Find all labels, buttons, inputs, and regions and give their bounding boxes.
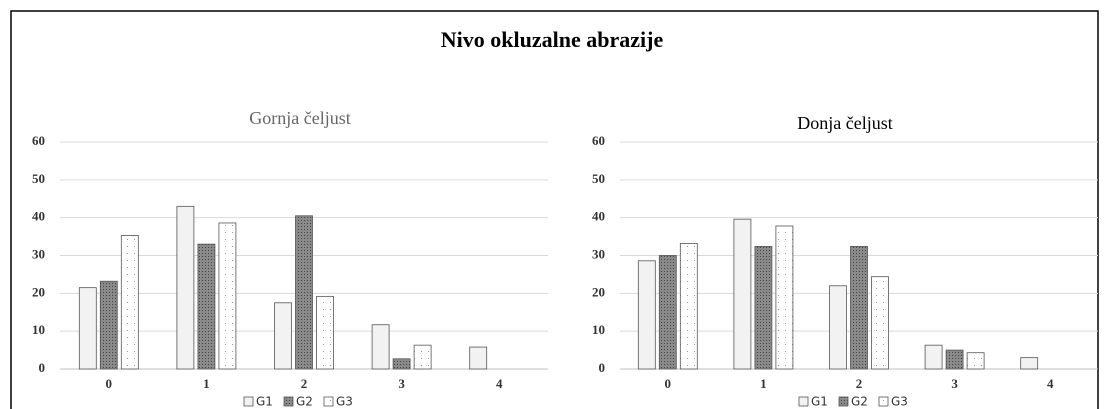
- bar: [371, 324, 390, 370]
- x-tick-label: 0: [665, 376, 672, 391]
- bar: [99, 280, 118, 370]
- y-tick-label: 40: [592, 209, 605, 224]
- x-tick-label: 1: [760, 376, 767, 391]
- bar: [197, 243, 216, 370]
- bar: [829, 285, 847, 370]
- y-tick-label: 30: [592, 246, 605, 261]
- bar: [850, 246, 868, 370]
- y-tick-label: 20: [592, 284, 605, 299]
- frame: [10, 10, 1099, 409]
- figure-title: Nivo okluzalne abrazije: [441, 27, 664, 52]
- y-tick-label: 40: [32, 209, 45, 224]
- y-tick-label: 50: [592, 171, 605, 186]
- bar: [413, 344, 432, 370]
- bar: [295, 215, 313, 370]
- legend-label: G3: [891, 395, 908, 409]
- legend-swatch: [798, 396, 809, 407]
- y-tick-label: 10: [592, 322, 605, 337]
- bar: [78, 287, 97, 370]
- x-tick-label: 2: [856, 376, 863, 391]
- y-tick-label: 60: [592, 133, 605, 148]
- bar: [176, 205, 195, 370]
- bar: [966, 352, 985, 370]
- y-tick-label: 30: [32, 246, 45, 261]
- bar: [924, 344, 943, 370]
- legend-label: G2: [851, 395, 868, 409]
- legend-label: G1: [256, 395, 273, 409]
- x-tick-label: 1: [203, 376, 210, 391]
- bar: [218, 222, 237, 370]
- legend-swatch: [838, 396, 849, 407]
- x-tick-label: 4: [496, 376, 503, 391]
- bar: [120, 235, 139, 370]
- bar: [871, 276, 889, 370]
- y-tick-label: 10: [32, 322, 45, 337]
- x-tick-label: 0: [106, 376, 113, 391]
- bar: [733, 218, 752, 370]
- bar: [392, 358, 411, 370]
- bar: [1020, 357, 1039, 370]
- legend-swatch: [878, 396, 889, 407]
- bar: [469, 346, 488, 370]
- bar: [274, 302, 292, 370]
- bar: [637, 260, 656, 370]
- bar: [945, 349, 964, 370]
- bar: [754, 246, 773, 370]
- chart-title: Donja čeljust: [797, 113, 892, 133]
- bar: [775, 225, 794, 370]
- legend-swatch: [323, 396, 334, 407]
- y-tick-label: 50: [32, 171, 45, 186]
- y-tick-label: 20: [32, 284, 45, 299]
- y-tick-label: 60: [32, 133, 45, 148]
- bar: [658, 255, 677, 370]
- x-tick-label: 3: [398, 376, 405, 391]
- legend-swatch: [243, 396, 254, 407]
- chart-title: Gornja čeljust: [249, 108, 350, 128]
- legend-label: G1: [811, 395, 828, 409]
- legend-swatch: [283, 396, 294, 407]
- x-tick-label: 3: [951, 376, 958, 391]
- y-tick-label: 0: [599, 360, 606, 375]
- legend-label: G2: [296, 395, 313, 409]
- legend-label: G3: [336, 395, 353, 409]
- bar: [679, 242, 698, 370]
- y-tick-label: 0: [39, 360, 46, 375]
- bar: [316, 295, 334, 370]
- x-tick-label: 2: [301, 376, 308, 391]
- x-tick-label: 4: [1047, 376, 1054, 391]
